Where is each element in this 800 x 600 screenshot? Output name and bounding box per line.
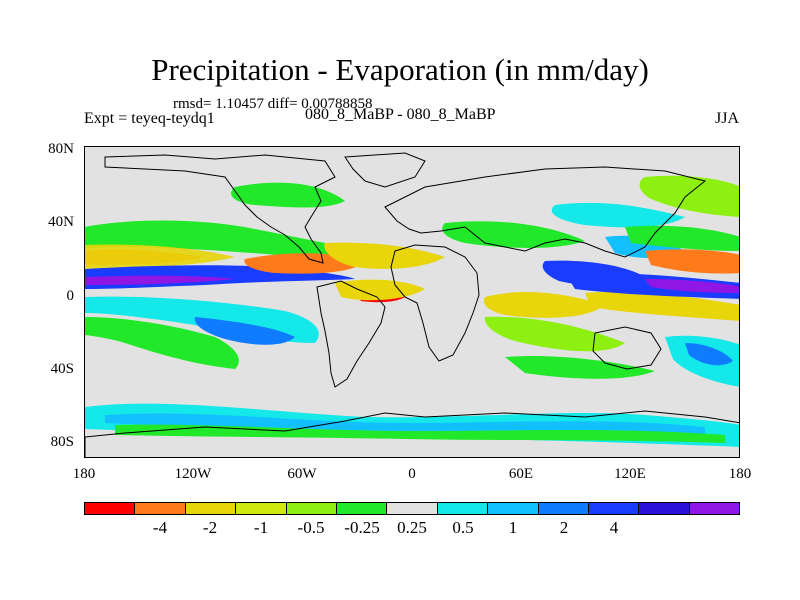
north-pacific-cyan — [551, 202, 685, 228]
west-pacific-orange — [645, 249, 739, 274]
case-label: 080_8_MaBP - 080_8_MaBP — [305, 106, 496, 123]
colorbar-label: 2 — [559, 518, 569, 537]
west-pacific-yellow — [585, 291, 739, 321]
indian-south-green — [505, 355, 655, 379]
lon-label-0: 0 — [408, 466, 416, 482]
eurasia-coast — [384, 166, 707, 258]
atlantic-yellow — [324, 242, 445, 269]
colorbar-label: 0.25 — [397, 518, 427, 537]
colorbar-swatch — [336, 503, 388, 514]
south-pacific-blue — [685, 343, 733, 366]
colorbar-swatch — [135, 503, 186, 514]
lat-label-80s: 80S — [50, 434, 74, 450]
lon-label-180w: 180 — [72, 466, 96, 482]
southern-ocean-green — [115, 424, 725, 443]
colorbar — [84, 502, 740, 515]
lat-label-80n: 80N — [48, 141, 74, 157]
colorbar-swatch — [588, 503, 640, 514]
lon-label-60e: 60E — [508, 466, 534, 482]
colorbar-label: 4 — [609, 518, 619, 537]
colorbar-swatch — [236, 503, 287, 514]
lat-label-40s: 40S — [50, 361, 74, 377]
pacific-green-south — [85, 317, 239, 369]
pacific-purple-core — [85, 275, 235, 285]
colorbar-label: -0.25 — [344, 518, 380, 537]
lon-label-120w: 120W — [174, 466, 212, 482]
southern-ocean-band-core — [105, 413, 705, 435]
colorbar-label: 1 — [508, 518, 518, 537]
pacific-green-north — [85, 220, 345, 261]
west-pacific-purple — [645, 279, 739, 293]
colorbar-label: -1 — [253, 518, 269, 537]
colorbar-swatch — [538, 503, 589, 514]
australia-coast — [592, 326, 662, 370]
greenland-coast — [344, 152, 426, 188]
plot-title: Precipitation - Evaporation (in mm/day) — [151, 52, 649, 87]
west-pacific-green — [625, 225, 739, 251]
pacific-yellow-belt — [85, 244, 235, 269]
lon-label-180e: 180 — [728, 466, 752, 482]
colorbar-swatch — [488, 503, 539, 514]
map-field — [85, 152, 739, 457]
colorbar-swatch — [639, 503, 690, 514]
antarctica-coast — [85, 410, 739, 457]
colorbar-swatch — [437, 503, 489, 514]
map-panel — [84, 146, 740, 458]
south-america-coast — [316, 280, 386, 388]
colorbar-swatch — [689, 503, 740, 514]
colorbar-swatch — [85, 503, 136, 514]
colorbar-label: -0.5 — [297, 518, 325, 537]
colorbar-label: 0.5 — [452, 518, 474, 537]
colorbar-swatch — [286, 503, 337, 514]
stats-text: rmsd= 1.10457 diff= 0.00788858 — [173, 96, 373, 112]
indian-ocean-green — [484, 316, 625, 352]
coastlines — [85, 152, 739, 457]
pacific-blue-south — [194, 317, 295, 345]
southeast-asia-green — [442, 221, 585, 248]
north-pacific-green — [639, 175, 739, 217]
season-label: JJA — [715, 110, 740, 127]
colorbar-label: -2 — [202, 518, 218, 537]
lon-label-60w: 60W — [287, 466, 317, 482]
north-america-coast — [104, 154, 336, 264]
colorbar-swatch — [185, 503, 237, 514]
colorbar-swatch — [387, 503, 438, 514]
north-atlantic-green — [231, 182, 345, 208]
indian-ocean-yellow — [483, 291, 605, 318]
experiment-label: Expt = teyeq-teydq1 — [84, 110, 215, 127]
africa-coast — [390, 244, 480, 362]
lat-label-40n: 40N — [48, 214, 74, 230]
africa-yellow — [335, 279, 425, 301]
colorbar-label: -4 — [152, 518, 168, 537]
lon-label-120e: 120E — [614, 466, 646, 482]
lat-label-0: 0 — [66, 288, 75, 304]
